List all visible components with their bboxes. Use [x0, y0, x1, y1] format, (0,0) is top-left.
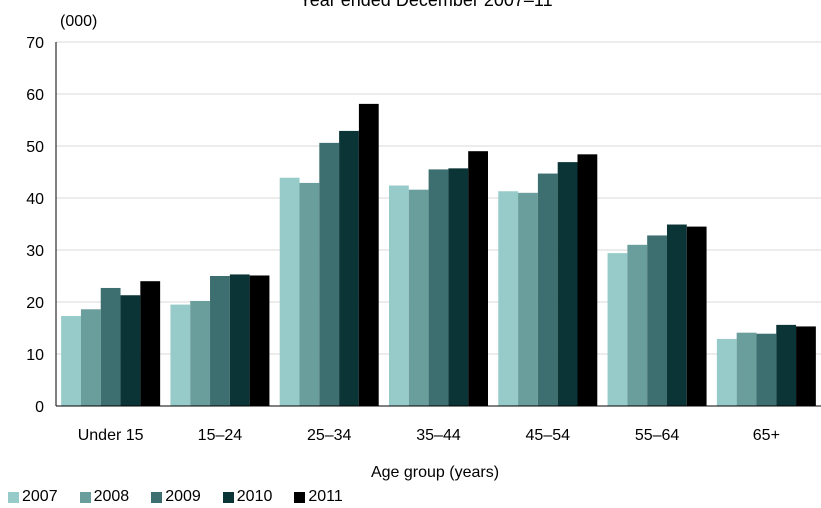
legend-label: 2007 [22, 488, 58, 505]
bars [61, 103, 816, 407]
bar-2007-0 [61, 316, 81, 406]
x-axis-categories: Under 15 15–24 25–34 35–44 45–54 55–64 65+ [78, 427, 780, 444]
bar-2009-6 [756, 333, 777, 406]
y-tick-label: 50 [26, 139, 44, 156]
bar-chart: Year ended December 2007–11 (000) 0 10 20 3… [26, 0, 821, 481]
legend-label: 2009 [165, 488, 201, 505]
x-tick-label: 55–64 [635, 427, 680, 444]
x-tick-label: 25–34 [307, 427, 352, 444]
bar-2008-5 [627, 244, 648, 406]
bar-2010-0 [120, 295, 141, 406]
x-tick-label: Under 15 [78, 427, 144, 444]
legend-swatch [79, 491, 91, 503]
bar-2010-2 [339, 130, 359, 407]
bar-2010-3 [448, 168, 469, 406]
y-tick-label: 40 [26, 191, 44, 208]
legend-item: 2011 [294, 488, 343, 506]
bar-2008-2 [299, 182, 320, 406]
bar-2011-0 [140, 281, 161, 406]
y-tick-label: 30 [26, 243, 44, 260]
x-tick-label: 35–44 [416, 427, 461, 444]
bar-2011-3 [468, 151, 488, 406]
bar-2009-4 [537, 173, 558, 406]
bar-2008-4 [518, 192, 538, 406]
bar-2009-2 [319, 142, 340, 406]
bar-2008-6 [736, 332, 757, 406]
bar-2010-5 [666, 224, 687, 406]
y-unit-label: (000) [60, 13, 97, 30]
y-tick-label: 70 [26, 35, 44, 52]
bar-2009-0 [100, 287, 121, 406]
x-tick-label: 45–54 [526, 427, 571, 444]
bar-2007-1 [170, 304, 191, 406]
bar-2010-4 [557, 162, 578, 406]
bar-2007-5 [607, 253, 628, 406]
bar-2011-2 [358, 103, 379, 406]
x-tick-label: 65+ [753, 427, 780, 444]
legend-swatch [294, 491, 306, 503]
bar-2008-3 [408, 189, 429, 406]
legend-label: 2008 [93, 488, 130, 505]
legend-item: 2010 [222, 488, 273, 506]
x-tick-label: 15–24 [198, 427, 243, 444]
y-tick-label: 60 [26, 87, 44, 104]
bar-2011-4 [577, 154, 598, 406]
bar-2011-5 [686, 226, 707, 406]
legend-label: 2010 [236, 488, 273, 505]
bar-2007-2 [279, 177, 300, 406]
bar-2011-6 [796, 326, 816, 406]
bar-2009-3 [428, 169, 449, 406]
legend-swatch [8, 491, 19, 503]
bar-2007-4 [498, 191, 519, 406]
bar-2009-1 [210, 276, 230, 406]
legend-label: 2011 [308, 488, 343, 505]
legend-item: 2008 [79, 488, 130, 506]
legend-item: 2009 [151, 488, 201, 506]
bar-2008-1 [190, 300, 211, 406]
bar-2007-6 [716, 338, 737, 406]
bar-2010-6 [776, 324, 797, 406]
y-tick-label: 20 [26, 295, 44, 312]
bar-2007-3 [389, 185, 409, 406]
x-axis-title: Age group (years) [371, 464, 499, 481]
legend-swatch [151, 491, 163, 503]
legend-swatch [222, 491, 234, 503]
bar-2009-5 [647, 235, 667, 406]
bar-2008-0 [80, 309, 101, 406]
legend: 2007 2008 2009 2010 2011 [8, 488, 343, 506]
y-tick-label: 10 [26, 347, 44, 364]
legend-item: 2007 [8, 488, 58, 506]
y-axis-ticks: 0 10 20 30 40 50 60 70 [26, 35, 44, 416]
bar-2010-1 [229, 274, 250, 406]
chart-subtitle: Year ended December 2007–11 [299, 0, 552, 10]
bar-2011-1 [249, 275, 270, 406]
y-tick-label: 0 [35, 399, 44, 416]
